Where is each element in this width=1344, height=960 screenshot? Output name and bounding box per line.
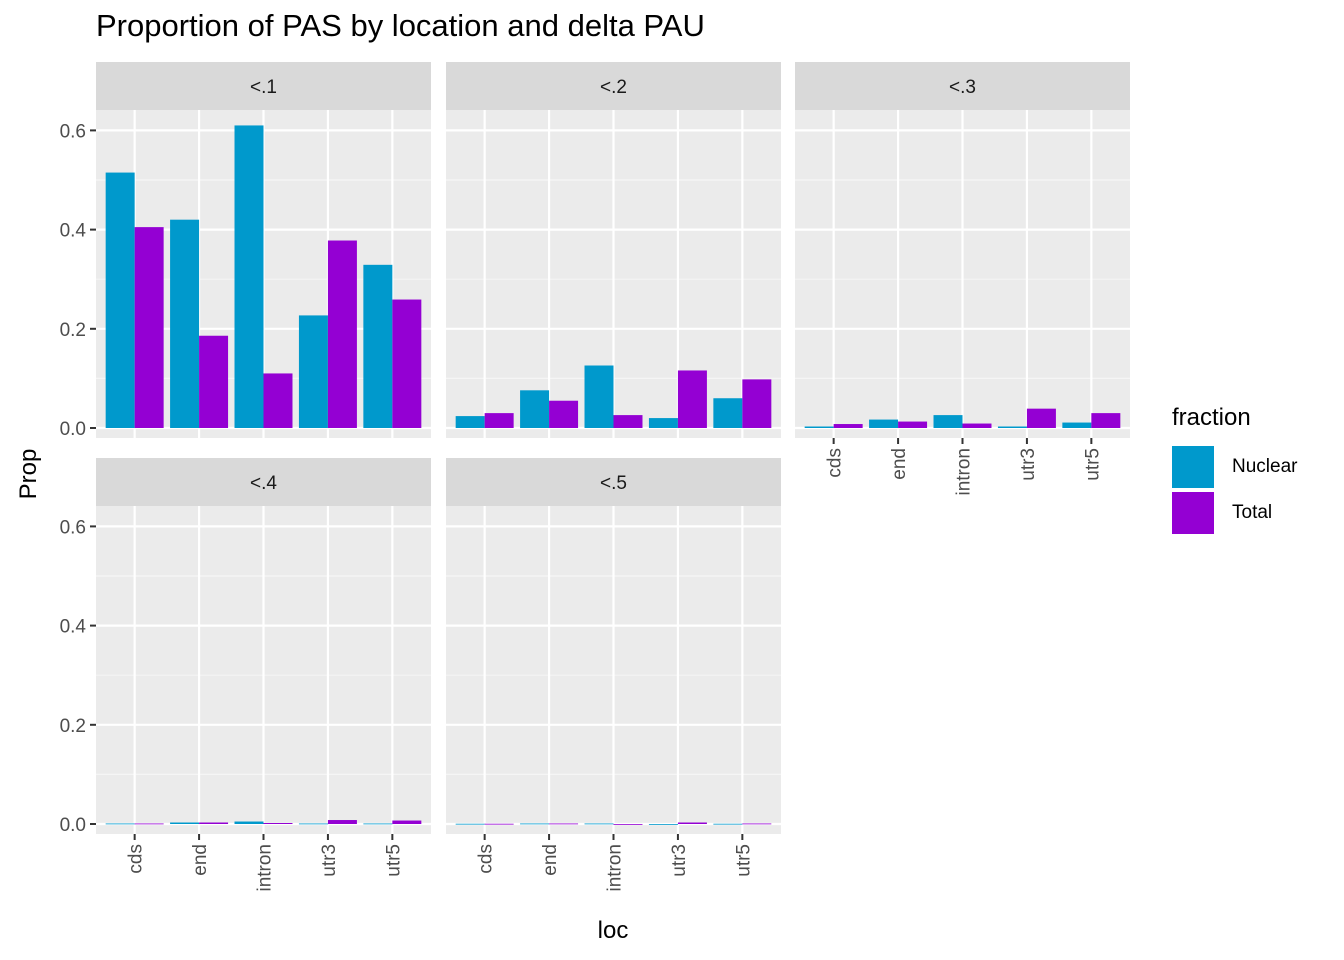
chart-title: Proportion of PAS by location and delta … — [96, 8, 705, 43]
bar-nuclear-cds — [455, 416, 485, 428]
x-axis-tick-label: utr5 — [383, 844, 404, 877]
facet-strip — [96, 62, 431, 110]
x-axis-tick-label: intron — [954, 448, 975, 496]
y-axis-tick-label: 0.2 — [60, 716, 86, 737]
bar-nuclear-intron — [584, 823, 614, 825]
bar-total-intron — [613, 415, 643, 428]
bar-total-end — [199, 335, 229, 428]
x-axis-tick-label: utr5 — [1082, 448, 1103, 481]
bar-total-utr5 — [742, 823, 772, 825]
legend-item-nuclear: Nuclear — [1172, 444, 1297, 490]
bar-nuclear-cds — [105, 823, 135, 825]
bar-total-cds — [484, 823, 514, 825]
facet-strip-label: <.3 — [949, 77, 976, 98]
bar-nuclear-utr5 — [1062, 422, 1092, 428]
facet-strip — [96, 458, 431, 506]
bar-nuclear-utr3 — [648, 824, 678, 825]
bar-total-utr3 — [677, 370, 707, 428]
facet-strip-label: <.2 — [600, 77, 627, 98]
bar-nuclear-cds — [105, 172, 135, 428]
bar-nuclear-intron — [584, 365, 614, 428]
bar-total-intron — [962, 423, 992, 428]
bar-total-intron — [263, 823, 293, 824]
bar-nuclear-utr3 — [648, 418, 678, 428]
bar-total-utr3 — [327, 240, 357, 428]
bar-total-utr5 — [742, 379, 772, 428]
legend-swatch-nuclear — [1172, 446, 1214, 488]
bar-total-cds — [134, 227, 164, 428]
bar-total-utr3 — [677, 822, 707, 824]
legend-item-total: Total — [1172, 490, 1297, 536]
x-axis-tick-label: intron — [255, 844, 276, 892]
facet-strip — [446, 62, 781, 110]
bar-total-intron — [613, 824, 643, 825]
bar-total-utr3 — [1026, 408, 1056, 428]
y-axis-tick-label: 0.4 — [60, 221, 87, 242]
facet-strip-label: <.5 — [600, 473, 627, 494]
y-axis-tick-label: 0.0 — [60, 815, 86, 836]
x-axis-tick-label: cds — [825, 448, 846, 478]
bar-nuclear-utr5 — [713, 823, 743, 825]
bar-nuclear-utr3 — [997, 426, 1027, 428]
bar-nuclear-end — [520, 823, 550, 825]
y-axis-tick-label: 0.4 — [60, 617, 87, 638]
facet-strip-label: <.4 — [250, 473, 277, 494]
y-axis-tick-label: 0.0 — [60, 419, 86, 440]
bar-total-cds — [833, 424, 863, 428]
x-axis-tick-label: intron — [605, 844, 626, 892]
x-axis-tick-label: cds — [476, 844, 497, 874]
bar-total-cds — [134, 823, 164, 825]
bar-nuclear-utr3 — [298, 315, 328, 428]
bar-total-end — [549, 823, 579, 825]
x-axis-tick-label: end — [889, 448, 910, 480]
bar-total-utr5 — [392, 820, 422, 824]
legend-label-total: Total — [1232, 502, 1273, 523]
bar-nuclear-cds — [804, 426, 834, 428]
legend-label-nuclear: Nuclear — [1232, 456, 1298, 477]
bar-nuclear-end — [869, 419, 899, 428]
facet-strip-label: <.1 — [250, 77, 277, 98]
bar-total-end — [199, 822, 229, 824]
x-axis-tick-label: cds — [126, 844, 147, 874]
bar-nuclear-end — [170, 219, 200, 428]
bar-nuclear-utr5 — [363, 823, 393, 825]
bar-nuclear-intron — [933, 415, 963, 428]
legend-swatch-total — [1172, 492, 1214, 534]
bar-nuclear-intron — [234, 821, 264, 824]
bar-nuclear-end — [520, 390, 550, 428]
legend-title: fraction — [1172, 404, 1251, 431]
bar-total-end — [898, 421, 928, 428]
y-axis-tick-label: 0.6 — [60, 121, 86, 142]
bar-total-cds — [484, 413, 514, 428]
facet-strip — [446, 458, 781, 506]
y-axis-tick-label: 0.2 — [60, 320, 86, 341]
y-axis-title: Prop — [15, 449, 42, 500]
x-axis-tick-label: utr5 — [733, 844, 754, 877]
bar-nuclear-cds — [455, 823, 485, 825]
bar-nuclear-utr3 — [298, 823, 328, 825]
y-axis-tick-label: 0.6 — [60, 517, 86, 538]
bar-nuclear-intron — [234, 125, 264, 428]
x-axis-tick-label: utr3 — [319, 844, 340, 877]
bar-nuclear-end — [170, 822, 200, 824]
bar-nuclear-utr5 — [363, 264, 393, 428]
legend: fraction Nuclear Total — [1172, 404, 1297, 536]
bar-total-utr5 — [392, 299, 422, 428]
bar-total-utr5 — [1091, 413, 1121, 428]
x-axis-tick-label: utr3 — [669, 844, 690, 877]
facet-strip — [795, 62, 1130, 110]
bar-nuclear-utr5 — [713, 398, 743, 428]
x-axis-tick-label: end — [540, 844, 561, 876]
bar-total-utr3 — [327, 820, 357, 824]
bar-total-intron — [263, 373, 293, 428]
x-axis-tick-label: utr3 — [1018, 448, 1039, 481]
bar-total-end — [549, 400, 579, 428]
x-axis-tick-label: end — [190, 844, 211, 876]
x-axis-title: loc — [598, 917, 629, 944]
